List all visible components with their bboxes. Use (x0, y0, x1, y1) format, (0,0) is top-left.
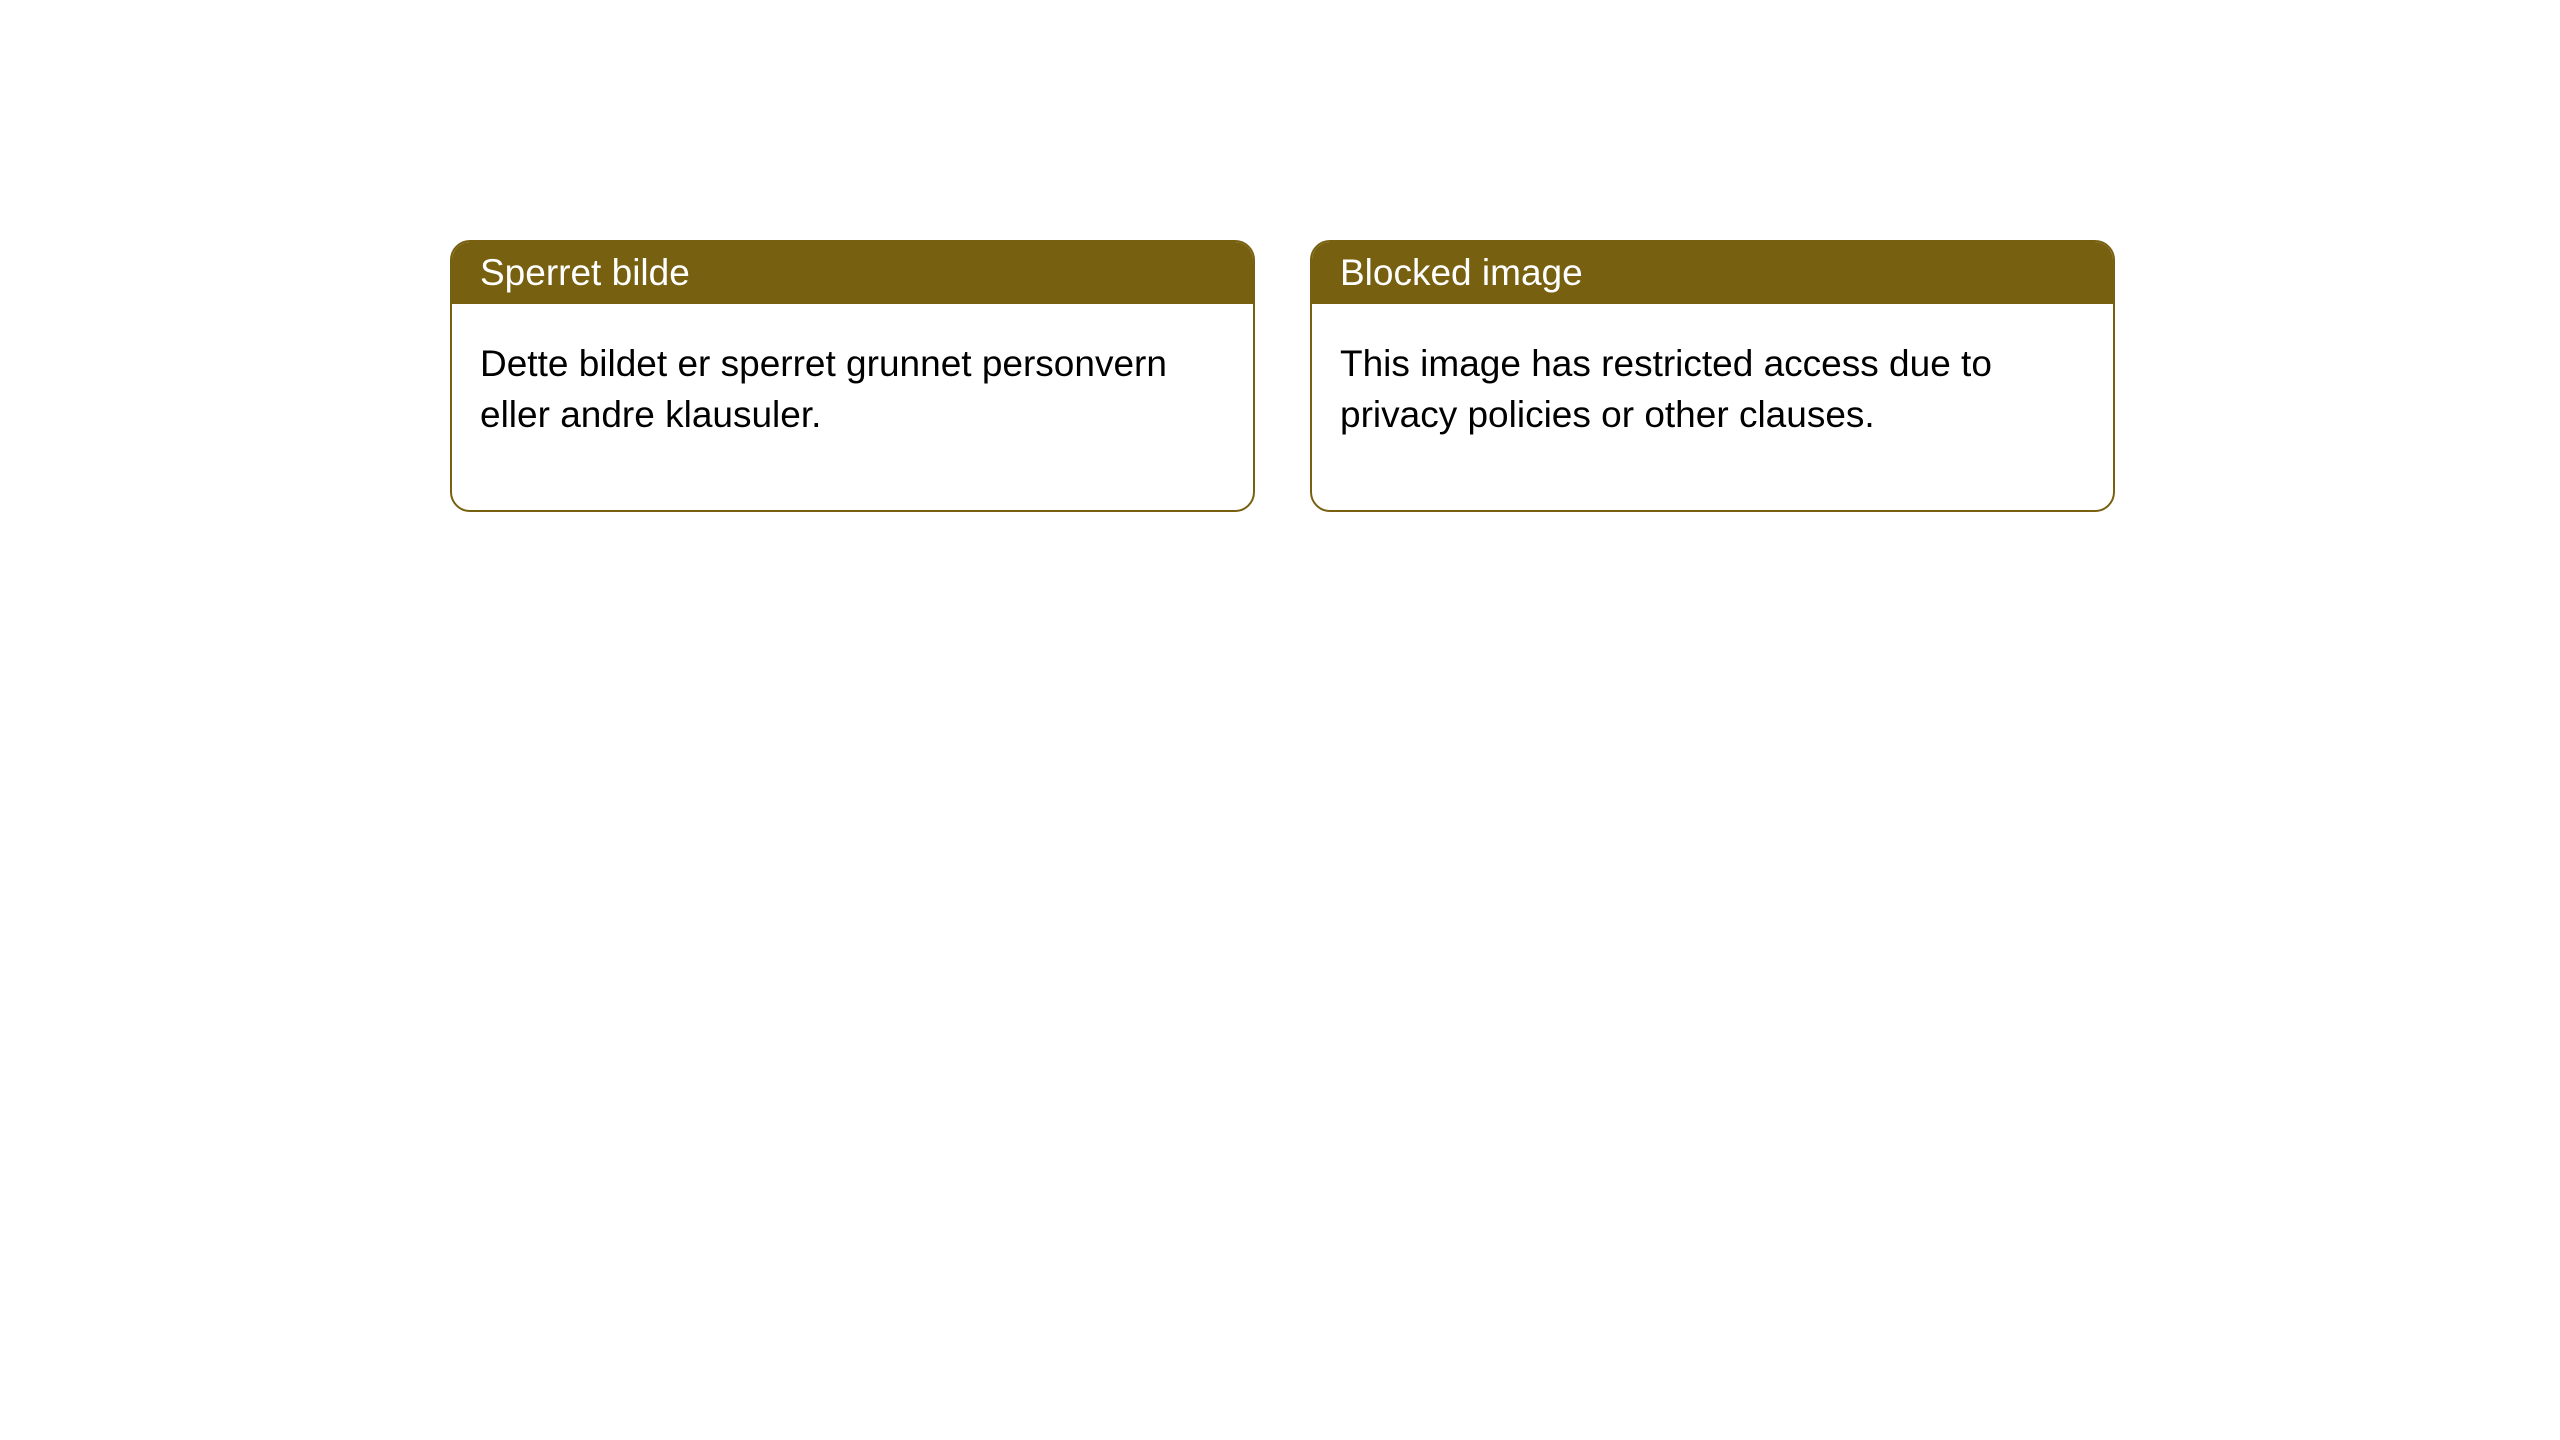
notice-body-norwegian: Dette bildet er sperret grunnet personve… (452, 304, 1253, 510)
notice-header-norwegian: Sperret bilde (452, 242, 1253, 304)
notice-container: Sperret bilde Dette bildet er sperret gr… (0, 0, 2560, 512)
notice-card-english: Blocked image This image has restricted … (1310, 240, 2115, 512)
notice-card-norwegian: Sperret bilde Dette bildet er sperret gr… (450, 240, 1255, 512)
notice-body-english: This image has restricted access due to … (1312, 304, 2113, 510)
notice-header-english: Blocked image (1312, 242, 2113, 304)
